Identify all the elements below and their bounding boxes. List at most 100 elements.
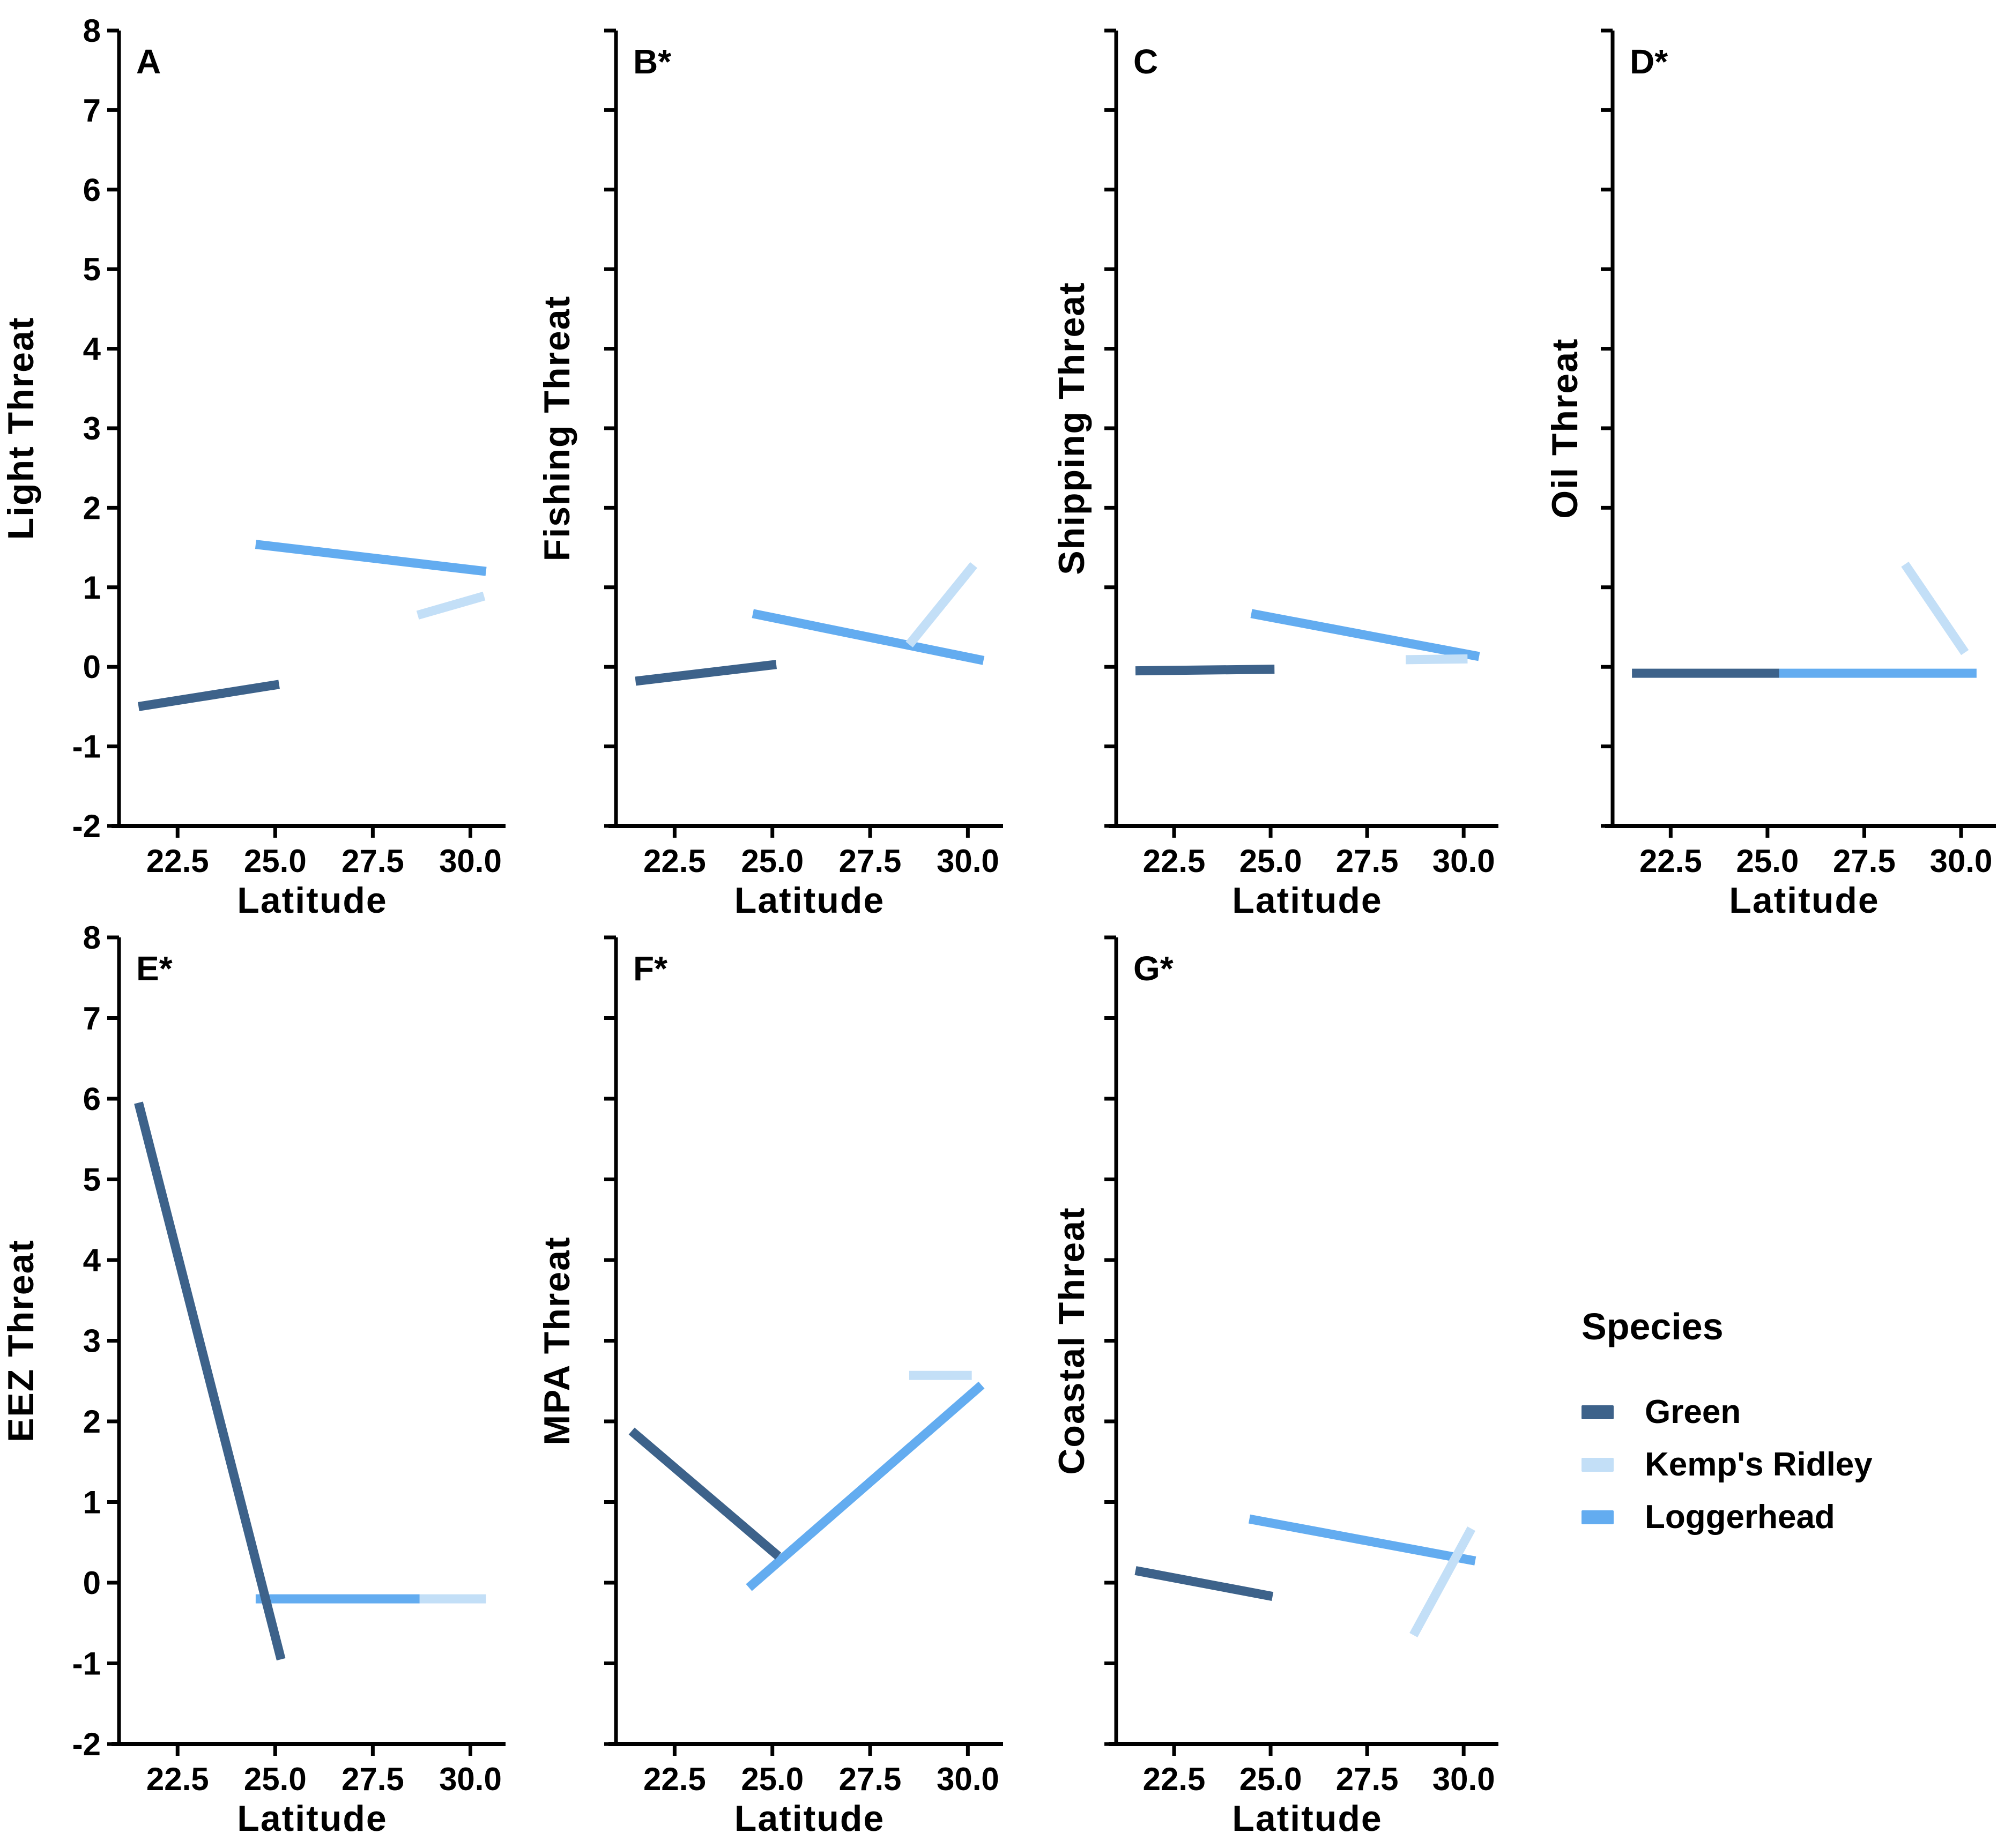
legend-entry: Loggerhead xyxy=(1582,1491,1873,1544)
x-tick-label: 27.5 xyxy=(839,843,902,879)
x-tick-label: 25.0 xyxy=(244,843,307,879)
y-tick-label: -1 xyxy=(72,729,101,765)
legend-entry: Kemp's Ridley xyxy=(1582,1439,1873,1491)
y-tick-label: 2 xyxy=(83,490,101,526)
x-tick-label: 22.5 xyxy=(1143,843,1206,879)
x-tick-label: 22.5 xyxy=(1639,843,1702,879)
legend-title: Species xyxy=(1582,1306,1724,1347)
y-tick-label: 0 xyxy=(83,649,101,685)
series-line-green xyxy=(134,1101,286,1661)
panel-f-chart: 22.5 25.0 27.5 30.0 Latitude MPA Threat F* xyxy=(537,935,1003,1839)
x-axis-title: Latitude xyxy=(1232,1798,1382,1839)
x-tick-label: 30.0 xyxy=(439,1761,502,1797)
x-tick-label: 27.5 xyxy=(341,843,404,879)
y-tick-label: 7 xyxy=(83,1001,101,1037)
series-line-loggerhead xyxy=(1248,1514,1476,1566)
y-tick-label: 1 xyxy=(83,1485,101,1521)
panel-g-chart: 22.5 25.0 27.5 30.0 Latitude Coastal Threat G* xyxy=(1051,935,1498,1839)
series-line-kemp-s-ridley xyxy=(1901,561,1969,655)
panel-letter: D* xyxy=(1630,42,1668,81)
y-tick-label: 3 xyxy=(83,1323,101,1359)
series-line-loggerhead xyxy=(746,1381,985,1591)
x-tick-label: 27.5 xyxy=(341,1761,404,1797)
panel-letter: B* xyxy=(633,42,671,81)
y-tick-label: 6 xyxy=(83,172,101,208)
series-line-kemp-s-ridley xyxy=(416,591,486,620)
y-tick-label: 4 xyxy=(83,331,101,367)
x-tick-label: 27.5 xyxy=(839,1761,902,1797)
panel-b-chart: 22.5 25.0 27.5 30.0 Latitude Fishing Threat B* xyxy=(537,28,1003,921)
series-line-green xyxy=(138,680,280,711)
x-tick-label: 25.0 xyxy=(741,843,804,879)
x-tick-label: 30.0 xyxy=(1432,1761,1495,1797)
series-line-green xyxy=(1134,1566,1274,1601)
legend-swatch-icon xyxy=(1582,1405,1614,1419)
y-tick-label: 4 xyxy=(83,1242,101,1278)
series-line-kemp-s-ridley xyxy=(1409,1526,1476,1637)
x-tick-label: 27.5 xyxy=(1336,1761,1399,1797)
y-tick-label: 7 xyxy=(83,92,101,128)
x-tick-label: 30.0 xyxy=(1432,843,1495,879)
y-axis-title: MPA Threat xyxy=(537,1236,577,1445)
x-tick-label: 30.0 xyxy=(1930,843,1993,879)
x-tick-label: 22.5 xyxy=(643,843,706,879)
legend-entry-label: Green xyxy=(1645,1394,1741,1430)
x-axis-title: Latitude xyxy=(1232,880,1382,921)
legend-swatch-icon xyxy=(1582,1458,1614,1472)
y-tick-label: 0 xyxy=(83,1565,101,1601)
y-tick-label: 8 xyxy=(83,920,101,956)
legend-rows: Green Kemp's Ridley Loggerhead xyxy=(1582,1386,1873,1544)
legend-entry-label: Loggerhead xyxy=(1645,1499,1835,1536)
x-axis-title: Latitude xyxy=(734,1798,885,1839)
series-line-green xyxy=(1135,665,1275,676)
panel-letter: G* xyxy=(1133,949,1174,988)
x-axis-title: Latitude xyxy=(237,1798,387,1839)
x-axis-title: Latitude xyxy=(237,880,387,921)
y-tick-label: 2 xyxy=(83,1404,101,1440)
x-tick-label: 30.0 xyxy=(937,843,999,879)
y-tick-label: -2 xyxy=(72,808,101,844)
y-tick-label: 5 xyxy=(83,1162,101,1198)
y-tick-label: 3 xyxy=(83,411,101,446)
x-tick-label: 25.0 xyxy=(741,1761,804,1797)
y-tick-label: 6 xyxy=(83,1081,101,1117)
panel-letter: E* xyxy=(136,949,173,988)
series-line-loggerhead xyxy=(255,540,487,576)
y-axis-title: Oil Threat xyxy=(1545,338,1585,518)
x-tick-label: 22.5 xyxy=(146,1761,209,1797)
x-tick-label: 25.0 xyxy=(1736,843,1799,879)
y-axis-title: Shipping Threat xyxy=(1051,281,1092,575)
series-line-loggerhead xyxy=(1250,609,1480,661)
y-tick-label: 5 xyxy=(83,251,101,287)
panel-letter: F* xyxy=(633,949,667,988)
legend: Species Green Kemp's Ridley Loggerhead xyxy=(1582,1308,1873,1544)
series-line-green xyxy=(628,1427,782,1560)
x-axis-title: Latitude xyxy=(734,880,885,921)
y-tick-label: 8 xyxy=(83,13,101,49)
x-axis-title: Latitude xyxy=(1729,880,1879,921)
x-tick-label: 30.0 xyxy=(937,1761,999,1797)
panel-letter: C xyxy=(1133,42,1158,81)
x-tick-label: 30.0 xyxy=(439,843,502,879)
x-tick-label: 27.5 xyxy=(1833,843,1896,879)
x-tick-label: 25.0 xyxy=(244,1761,307,1797)
y-axis-title: Coastal Threat xyxy=(1051,1206,1092,1474)
legend-entry-label: Kemp's Ridley xyxy=(1645,1446,1873,1483)
panel-letter: A xyxy=(136,42,161,81)
series-line-kemp-s-ridley xyxy=(905,562,977,648)
y-tick-label: 1 xyxy=(83,570,101,606)
panel-c-chart: 22.5 25.0 27.5 30.0 Latitude Shipping Threat C xyxy=(1051,28,1498,921)
x-tick-label: 25.0 xyxy=(1239,1761,1302,1797)
x-tick-label: 22.5 xyxy=(146,843,209,879)
series-line-loggerhead xyxy=(752,609,985,665)
x-tick-label: 22.5 xyxy=(1143,1761,1206,1797)
y-tick-label: -1 xyxy=(72,1646,101,1682)
legend-swatch-icon xyxy=(1582,1510,1614,1524)
y-axis-title: EEZ Threat xyxy=(1,1239,41,1442)
x-tick-label: 27.5 xyxy=(1336,843,1399,879)
series-line-green xyxy=(635,660,777,686)
x-tick-label: 22.5 xyxy=(643,1761,706,1797)
y-axis-title: Light Threat xyxy=(1,317,41,540)
x-tick-label: 25.0 xyxy=(1239,843,1302,879)
panel-d-chart: 22.5 25.0 27.5 30.0 Latitude Oil Threat D* xyxy=(1545,28,1996,921)
